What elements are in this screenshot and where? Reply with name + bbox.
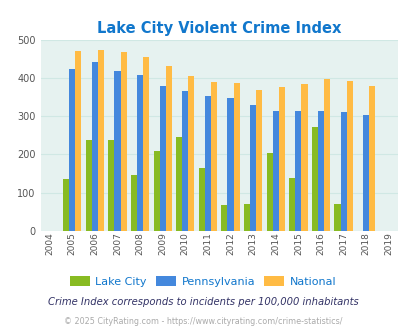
- Bar: [346, 81, 352, 231]
- Bar: [256, 90, 262, 231]
- Bar: [188, 76, 194, 231]
- Bar: [108, 140, 114, 231]
- Bar: [211, 82, 217, 231]
- Bar: [227, 98, 233, 231]
- Bar: [288, 178, 294, 231]
- Bar: [98, 50, 104, 231]
- Bar: [278, 87, 284, 231]
- Bar: [334, 204, 340, 231]
- Bar: [153, 150, 159, 231]
- Bar: [182, 91, 188, 231]
- Bar: [120, 52, 126, 231]
- Bar: [362, 115, 369, 231]
- Text: Crime Index corresponds to incidents per 100,000 inhabitants: Crime Index corresponds to incidents per…: [47, 297, 358, 307]
- Bar: [159, 86, 165, 231]
- Bar: [340, 112, 346, 231]
- Bar: [311, 127, 317, 231]
- Bar: [131, 176, 137, 231]
- Legend: Lake City, Pennsylvania, National: Lake City, Pennsylvania, National: [65, 271, 340, 291]
- Bar: [243, 204, 249, 231]
- Bar: [221, 205, 227, 231]
- Bar: [114, 71, 120, 231]
- Text: © 2025 CityRating.com - https://www.cityrating.com/crime-statistics/: © 2025 CityRating.com - https://www.city…: [64, 317, 341, 326]
- Bar: [165, 66, 171, 231]
- Title: Lake City Violent Crime Index: Lake City Violent Crime Index: [97, 21, 341, 36]
- Bar: [63, 179, 69, 231]
- Bar: [143, 57, 149, 231]
- Bar: [205, 96, 211, 231]
- Bar: [301, 84, 307, 231]
- Bar: [294, 111, 301, 231]
- Bar: [92, 62, 98, 231]
- Bar: [266, 153, 272, 231]
- Bar: [272, 111, 278, 231]
- Bar: [69, 69, 75, 231]
- Bar: [369, 85, 375, 231]
- Bar: [85, 140, 92, 231]
- Bar: [233, 83, 239, 231]
- Bar: [198, 168, 205, 231]
- Bar: [249, 106, 256, 231]
- Bar: [323, 79, 329, 231]
- Bar: [317, 111, 323, 231]
- Bar: [137, 75, 143, 231]
- Bar: [75, 51, 81, 231]
- Bar: [176, 137, 182, 231]
